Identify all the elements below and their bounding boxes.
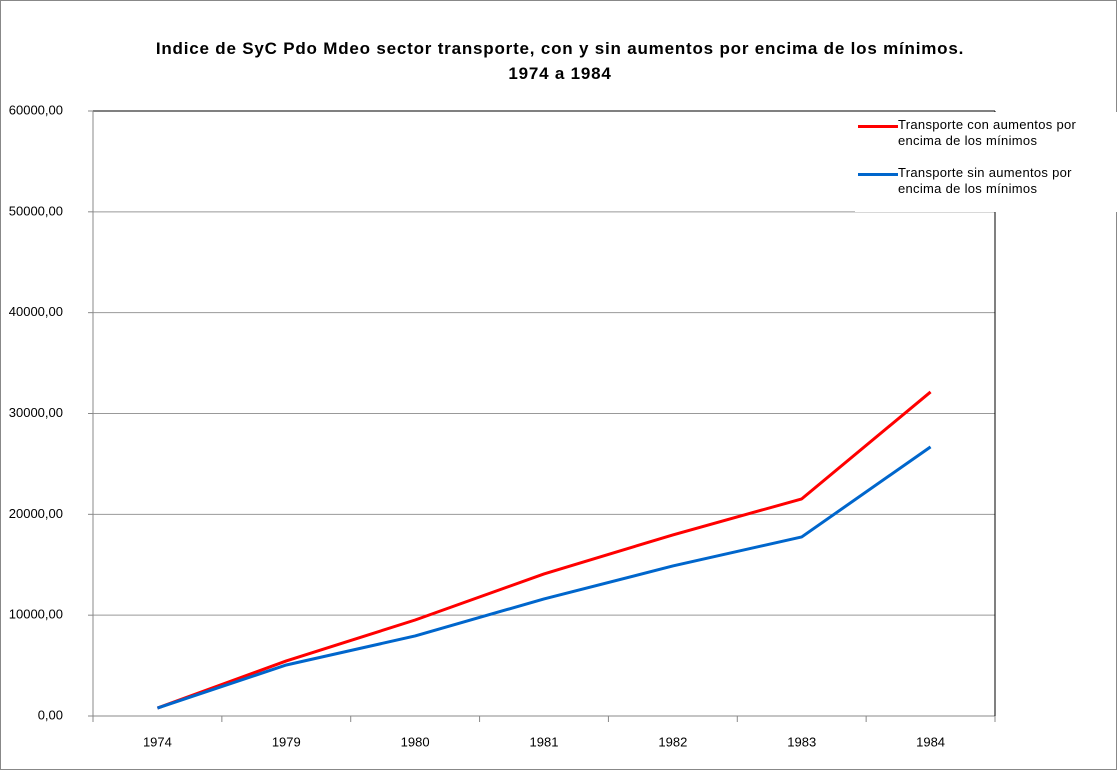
x-tick-label: 1979 — [272, 734, 301, 749]
y-tick-label: 50000,00 — [9, 203, 63, 218]
legend-swatch — [858, 173, 898, 176]
legend-swatch — [858, 125, 898, 128]
y-tick-label: 10000,00 — [9, 607, 63, 622]
y-tick-label: 60000,00 — [9, 102, 63, 117]
x-tick-label: 1974 — [143, 734, 172, 749]
x-tick-label: 1982 — [658, 734, 687, 749]
line-series — [156, 390, 932, 710]
chart-title: Indice de SyC Pdo Mdeo sector transporte… — [155, 39, 965, 83]
y-tick-label: 0,00 — [38, 707, 63, 722]
line-series — [156, 445, 932, 710]
x-tick-label: 1983 — [787, 734, 816, 749]
x-tick-label: 1981 — [530, 734, 559, 749]
legend-label: Transporte con aumentos por encima de lo… — [898, 117, 1077, 148]
y-tick-label: 20000,00 — [9, 506, 63, 521]
x-tick-label: 1984 — [916, 734, 945, 749]
y-tick-label: 40000,00 — [9, 304, 63, 319]
legend: Transporte con aumentos por encima de lo… — [855, 112, 1118, 212]
legend-label: Transporte sin aumentos por encima de lo… — [898, 165, 1072, 196]
x-tick-label: 1980 — [401, 734, 430, 749]
y-tick-label: 30000,00 — [9, 405, 63, 420]
